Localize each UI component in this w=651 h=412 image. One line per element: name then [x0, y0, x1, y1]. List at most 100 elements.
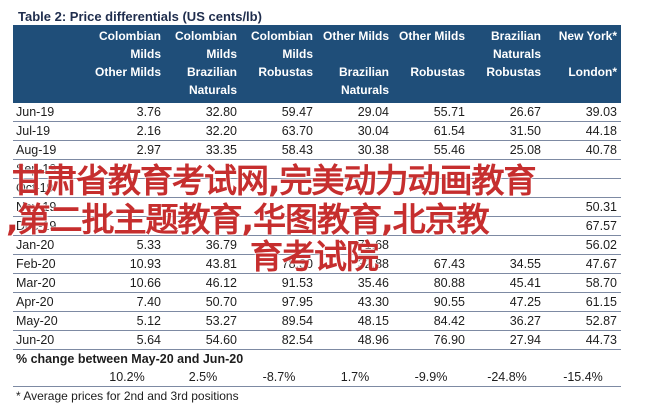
value-cell: 5.33: [89, 235, 165, 255]
value-cell: 39.03: [545, 103, 621, 122]
month-cell: Jul-19: [13, 121, 89, 141]
value-cell: 26.67: [469, 103, 545, 122]
value-cell: 56.02: [545, 235, 621, 255]
value-cell: [393, 178, 469, 198]
value-cell: 25.08: [469, 140, 545, 160]
value-cell: 63.70: [241, 121, 317, 141]
value-cell: 2.97: [89, 140, 165, 160]
value-cell: [393, 235, 469, 255]
column-header-line: Colombian: [175, 29, 237, 43]
value-cell: [165, 159, 241, 179]
value-cell: 36.79: [165, 235, 241, 255]
table-row: Jun-19 3.76 32.80 59.47 29.04 55.71 26.67 39.03: [13, 103, 621, 122]
month-cell: Aug-19: [13, 140, 89, 160]
pct-change-label: % change between May-20 and Jun-20: [16, 352, 244, 366]
value-cell: [317, 197, 393, 217]
column-header-line: Naturals: [340, 83, 389, 97]
pct-change-values-row: 10.2% 2.5% -8.7% 1.7% -9.9% -24.8% -15.4%: [13, 368, 621, 387]
value-cell: 5.64: [89, 330, 165, 350]
table-row: Nov-19 50.31: [13, 197, 621, 217]
column-header-line: Brazilian: [490, 29, 541, 43]
value-cell: 71.68: [317, 235, 393, 255]
value-cell: 84.42: [393, 311, 469, 331]
value-cell: [317, 216, 393, 236]
value-cell: 59.47: [241, 103, 317, 122]
column-header: Colombian Milds Robustas: [241, 25, 317, 103]
pct-blank-cell: [13, 368, 89, 387]
column-header-line: Milds: [206, 47, 237, 61]
value-cell: [89, 197, 165, 217]
value-cell: 32.80: [165, 103, 241, 122]
value-cell: 3.76: [89, 103, 165, 122]
value-cell: 33.35: [165, 140, 241, 160]
value-cell: 47.67: [545, 254, 621, 274]
table-row: May-20 5.12 53.27 89.54 48.15 84.42 36.27 52.87: [13, 311, 621, 331]
value-cell: [469, 216, 545, 236]
value-cell: 44.18: [545, 121, 621, 141]
value-cell: 10.93: [89, 254, 165, 274]
value-cell: [469, 178, 545, 198]
pct-change-cell: 1.7%: [317, 368, 393, 387]
value-cell: [89, 216, 165, 236]
value-cell: 58.43: [241, 140, 317, 160]
table-row: Jan-20 5.33 36.79 71.68 56.02: [13, 235, 621, 255]
value-cell: [393, 159, 469, 179]
table-row: Mar-20 10.66 46.12 91.53 35.46 80.88 45.41 58.7…: [13, 273, 621, 293]
month-cell: Dec-19: [13, 216, 89, 236]
table-row: Sep-19: [13, 159, 621, 179]
month-cell: Nov-19: [13, 197, 89, 217]
value-cell: 35.46: [317, 273, 393, 293]
price-differentials-table: Colombian Milds Other Milds Colombian Milds B…: [13, 25, 621, 405]
value-cell: [545, 178, 621, 198]
month-cell: Feb-20: [13, 254, 89, 274]
column-header: Other Milds Robustas: [393, 25, 469, 103]
value-cell: 48.15: [317, 311, 393, 331]
column-header-line: Colombian: [99, 29, 161, 43]
month-cell: Oct-19: [13, 178, 89, 198]
column-header-line: Other Milds: [322, 29, 389, 43]
value-cell: 52.87: [545, 311, 621, 331]
month-cell: May-20: [13, 311, 89, 331]
value-cell: [393, 197, 469, 217]
value-cell: [89, 178, 165, 198]
value-cell: [241, 216, 317, 236]
value-cell: 44.73: [545, 330, 621, 350]
value-cell: [165, 178, 241, 198]
column-header-line: Milds: [282, 47, 313, 61]
value-cell: 45.41: [469, 273, 545, 293]
document-frame: Table 2: Price differentials (US cents/l…: [6, 6, 644, 403]
value-cell: [317, 159, 393, 179]
column-header-line: [317, 45, 389, 63]
value-cell: 48.96: [317, 330, 393, 350]
footnote: * Average prices for 2nd and 3rd positio…: [16, 389, 239, 403]
column-header-line: Robustas: [486, 65, 541, 79]
value-cell: [469, 235, 545, 255]
value-cell: 90.55: [393, 292, 469, 312]
column-header-line: [393, 45, 465, 63]
value-cell: 10.66: [89, 273, 165, 293]
value-cell: 43.30: [317, 292, 393, 312]
value-cell: 2.16: [89, 121, 165, 141]
pct-change-label-row: % change between May-20 and Jun-20: [13, 350, 621, 369]
header-row: Colombian Milds Other Milds Colombian Milds B…: [13, 25, 621, 103]
pct-change-cell: -15.4%: [545, 368, 621, 387]
value-cell: 54.60: [165, 330, 241, 350]
table-row: Oct-19: [13, 178, 621, 198]
month-cell: Apr-20: [13, 292, 89, 312]
value-cell: 89.54: [241, 311, 317, 331]
table-row: Jun-20 5.64 54.60 82.54 48.96 76.90 27.94 44.73: [13, 330, 621, 350]
table-title: Table 2: Price differentials (US cents/l…: [18, 9, 262, 24]
value-cell: 78.30: [241, 254, 317, 274]
table-row: Jul-19 2.16 32.20 63.70 30.04 61.54 31.50 44.18: [13, 121, 621, 141]
column-header: Brazilian Naturals Robustas: [469, 25, 545, 103]
value-cell: 34.55: [469, 254, 545, 274]
pct-change-cell: 2.5%: [165, 368, 241, 387]
value-cell: 58.70: [545, 273, 621, 293]
value-cell: 67.57: [545, 216, 621, 236]
value-cell: 7.40: [89, 292, 165, 312]
header-blank: [13, 25, 89, 103]
value-cell: 40.78: [545, 140, 621, 160]
month-cell: Jun-20: [13, 330, 89, 350]
column-header-line: Brazilian: [186, 65, 237, 79]
value-cell: [469, 197, 545, 217]
